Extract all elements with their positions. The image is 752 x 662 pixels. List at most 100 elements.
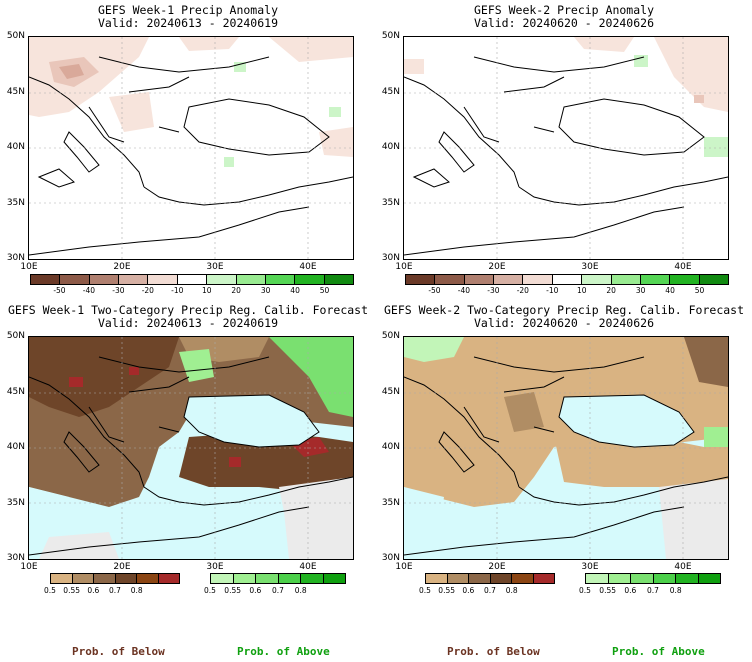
anomaly-tick-label: 40 xyxy=(665,286,675,295)
panel-3-valid: Valid: 20240613 - 20240619 xyxy=(97,316,278,330)
lon-label: 40E xyxy=(674,262,692,272)
lat-label: 35N xyxy=(381,497,400,508)
anomaly-tick-label: 30 xyxy=(635,286,646,295)
lon-label: 30E xyxy=(206,562,224,572)
prob-above-tick-label: 0.5 xyxy=(204,586,216,595)
lon-label: 40E xyxy=(299,262,317,272)
anomaly-tick-label: -50 xyxy=(428,286,441,295)
prob-below-tick-label: 0.55 xyxy=(63,586,80,595)
lat-label: 30N xyxy=(381,253,400,263)
prob-below-tick-label: 0.8 xyxy=(130,586,143,595)
cb-seg xyxy=(494,275,524,284)
lon-label: 10E xyxy=(395,262,413,272)
prob-above-tick-label: 0.6 xyxy=(624,586,637,595)
cb-seg xyxy=(324,275,353,284)
cb-seg xyxy=(406,275,436,284)
cb-seg xyxy=(265,275,296,284)
lat-label: 50N xyxy=(381,331,400,341)
lat-label: 40N xyxy=(381,442,400,452)
map-week2-anomaly xyxy=(403,36,729,260)
cb-seg xyxy=(158,574,179,583)
anomaly-tick-label: -30 xyxy=(487,286,500,295)
panel-3-title-text: GEFS Week-1 Two-Category Precip Reg. Cal… xyxy=(7,303,369,317)
footer-prob-above-1: Prob. of Above xyxy=(237,645,330,658)
panel-2-title-text: GEFS Week-2 Precip Anomaly xyxy=(473,3,654,17)
panel-1-title-text: GEFS Week-1 Precip Anomaly xyxy=(97,3,278,17)
anomaly-tick-label: 30 xyxy=(260,286,271,295)
prob-above-colorbar-1 xyxy=(210,573,346,584)
cb-seg xyxy=(653,574,676,583)
lat-label: 50N xyxy=(6,331,25,341)
cb-seg xyxy=(31,275,61,284)
prob-above-colorbar-2 xyxy=(585,573,721,584)
anomaly-tick-label: -50 xyxy=(53,286,66,295)
cb-seg xyxy=(447,574,469,583)
lon-label: 20E xyxy=(113,262,131,272)
cb-seg xyxy=(640,275,671,284)
map-week2-two-category xyxy=(403,336,729,560)
prob-above-tick-label: 0.6 xyxy=(249,586,262,595)
map-week1-two-category xyxy=(28,336,354,560)
cb-seg xyxy=(137,574,159,583)
cb-seg xyxy=(670,275,700,284)
cb-seg xyxy=(533,574,554,583)
lon-label: 30E xyxy=(581,262,599,272)
prob-below-tick-label: 0.5 xyxy=(44,586,56,595)
anomaly-colorbar-2 xyxy=(405,274,729,285)
prob-below-tick-label: 0.5 xyxy=(419,586,431,595)
cb-seg xyxy=(278,574,301,583)
cb-seg xyxy=(699,275,728,284)
cb-seg xyxy=(148,275,178,284)
cb-seg xyxy=(211,574,234,583)
panel-1-title: GEFS Week-1 Precip Anomaly Valid: 202406… xyxy=(0,4,376,30)
lat-label: 40N xyxy=(6,142,25,152)
prob-above-tick-label: 0.55 xyxy=(599,586,616,595)
prob-below-colorbar-2 xyxy=(425,573,555,584)
panel-4-title: GEFS Week-2 Two-Category Precip Reg. Cal… xyxy=(376,304,752,330)
map-week1-anomaly xyxy=(28,36,354,260)
cb-seg xyxy=(426,574,448,583)
cb-seg xyxy=(51,574,73,583)
footer-prob-below-2: Prob. of Below xyxy=(447,645,540,658)
lon-label: 10E xyxy=(395,562,413,572)
footer-prob-above-2: Prob. of Above xyxy=(612,645,705,658)
cb-seg xyxy=(94,574,116,583)
cb-seg xyxy=(490,574,512,583)
cb-seg xyxy=(72,574,94,583)
lat-label: 45N xyxy=(381,86,400,97)
prob-below-tick-label: 0.7 xyxy=(484,586,496,595)
anomaly-tick-label: 40 xyxy=(290,286,300,295)
anomaly-tick-label: -40 xyxy=(457,286,471,295)
lon-label: 30E xyxy=(581,562,599,572)
lon-label: 40E xyxy=(674,562,692,572)
cb-seg xyxy=(523,275,553,284)
lat-label: 50N xyxy=(6,31,25,41)
lat-label: 40N xyxy=(381,142,400,152)
cb-seg xyxy=(301,574,324,583)
lat-label: 45N xyxy=(381,386,400,397)
cb-seg xyxy=(119,275,149,284)
lon-label: 20E xyxy=(113,562,131,572)
anomaly-tick-label: 50 xyxy=(694,286,705,295)
lon-label: 40E xyxy=(299,562,317,572)
cb-seg xyxy=(89,275,120,284)
anomaly-tick-label: -40 xyxy=(82,286,96,295)
prob-below-tick-label: 0.8 xyxy=(505,586,518,595)
prob-above-tick-label: 0.5 xyxy=(579,586,591,595)
panel-4-valid: Valid: 20240620 - 20240626 xyxy=(473,316,654,330)
cb-seg xyxy=(435,275,465,284)
cb-seg xyxy=(611,275,641,284)
lat-label: 50N xyxy=(381,31,400,41)
anomaly-tick-label: -30 xyxy=(112,286,125,295)
anomaly-tick-label: 20 xyxy=(231,286,241,295)
anomaly-tick-label: -10 xyxy=(171,286,184,295)
lat-label: 40N xyxy=(6,442,25,452)
panel-4-title-text: GEFS Week-2 Two-Category Precip Reg. Cal… xyxy=(383,303,745,317)
prob-above-tick-label: 0.55 xyxy=(224,586,241,595)
cb-seg xyxy=(608,574,631,583)
panel-2-valid: Valid: 20240620 - 20240626 xyxy=(473,16,654,30)
lat-label: 35N xyxy=(6,497,25,508)
lat-label: 45N xyxy=(6,86,25,97)
cb-seg xyxy=(295,275,325,284)
anomaly-colorbar-1 xyxy=(30,274,354,285)
